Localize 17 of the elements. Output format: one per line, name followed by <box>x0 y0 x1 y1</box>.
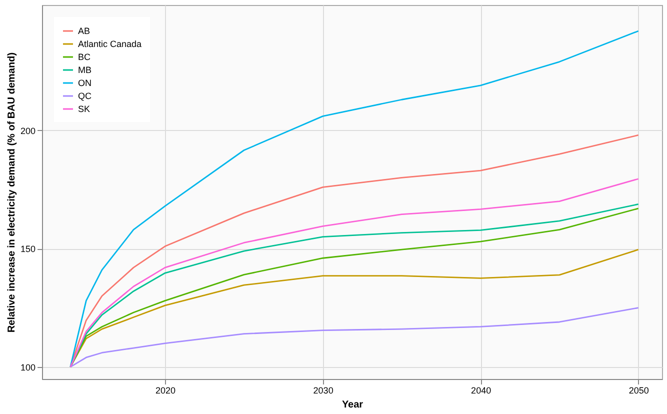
legend-label: Atlantic Canada <box>78 39 142 49</box>
y-tick-label: 150 <box>20 244 36 254</box>
x-tick-label: 2040 <box>471 386 492 396</box>
legend-label: QC <box>78 91 92 101</box>
x-axis-title: Year <box>342 400 364 410</box>
legend-label: AB <box>78 26 90 36</box>
x-tick-label: 2030 <box>313 386 334 396</box>
line-series <box>70 307 640 368</box>
legend-label: MB <box>78 65 92 75</box>
legend-label: BC <box>78 52 92 62</box>
x-tick-label: 2020 <box>156 386 176 396</box>
y-tick-label: 100 <box>20 362 36 372</box>
legend-label: SK <box>78 104 90 114</box>
x-tick-label: 2050 <box>628 386 649 396</box>
legend-label: ON <box>78 78 92 88</box>
y-axis-title: Relative increase in electricity demand (% of BAU demand) <box>6 52 18 333</box>
y-tick-label: 200 <box>20 126 36 136</box>
